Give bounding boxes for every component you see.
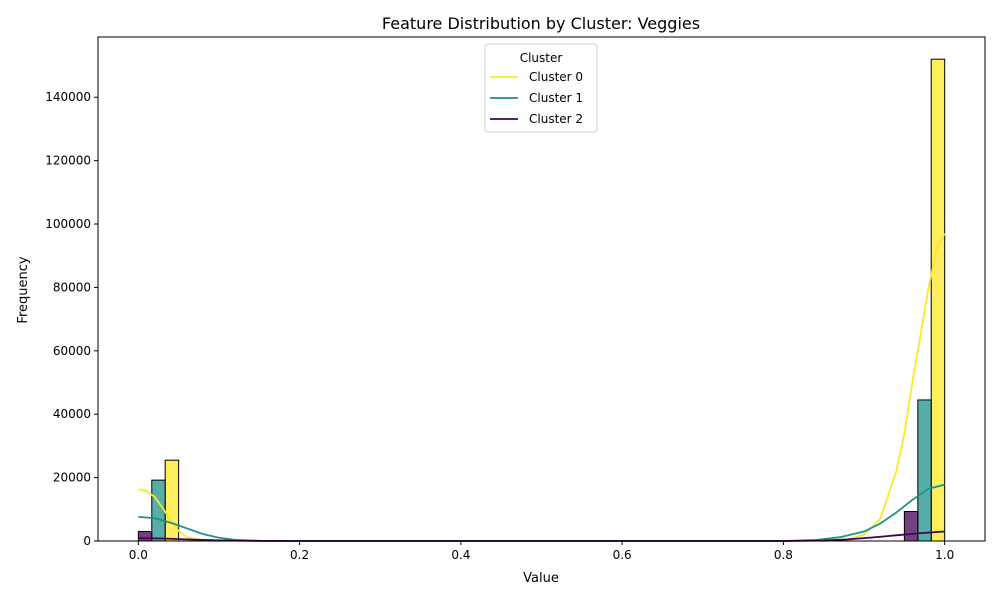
bar-cluster-1-0	[151, 479, 166, 542]
y-tick-label: 40000	[53, 407, 91, 421]
legend-label-cluster-0: Cluster 0	[529, 70, 583, 84]
plot-frame	[97, 36, 986, 542]
y-tick-label: 80000	[53, 280, 91, 294]
y-tick-label: 120000	[45, 154, 91, 168]
y-axis-label: Frequency	[16, 256, 31, 323]
y-tick-label: 140000	[45, 90, 91, 104]
bar-cluster-1-1	[917, 399, 932, 542]
axes-layer: 0.0 0.2 0.4 0.6 0.8 1.0 0 20000 40000 60000 80000 1…	[45, 36, 986, 562]
y-tick-label: 60000	[53, 344, 91, 358]
x-tick-label: 0.8	[774, 548, 793, 562]
y-tick-label: 0	[83, 534, 91, 548]
bar-cluster-2-1	[903, 511, 919, 542]
chart-title: Feature Distribution by Cluster: Veggies	[382, 14, 700, 33]
y-tick-label: 20000	[53, 471, 91, 485]
x-tick-label: 0.0	[129, 548, 148, 562]
bars-layer	[137, 58, 946, 542]
x-axis-label: Value	[523, 571, 559, 586]
x-tick-label: 0.2	[290, 548, 309, 562]
x-tick-label: 0.6	[613, 548, 632, 562]
legend-label-cluster-1: Cluster 1	[529, 91, 583, 105]
bar-cluster-0-1	[930, 58, 946, 542]
legend-title: Cluster	[520, 51, 563, 65]
legend: Cluster Cluster 0 Cluster 1 Cluster 2	[484, 43, 598, 133]
y-tick-label: 100000	[45, 217, 91, 231]
x-tick-label: 1.0	[935, 548, 954, 562]
bar-cluster-2-0	[137, 530, 153, 542]
legend-box	[484, 43, 598, 133]
legend-label-cluster-2: Cluster 2	[529, 112, 583, 126]
x-tick-label: 0.4	[451, 548, 470, 562]
